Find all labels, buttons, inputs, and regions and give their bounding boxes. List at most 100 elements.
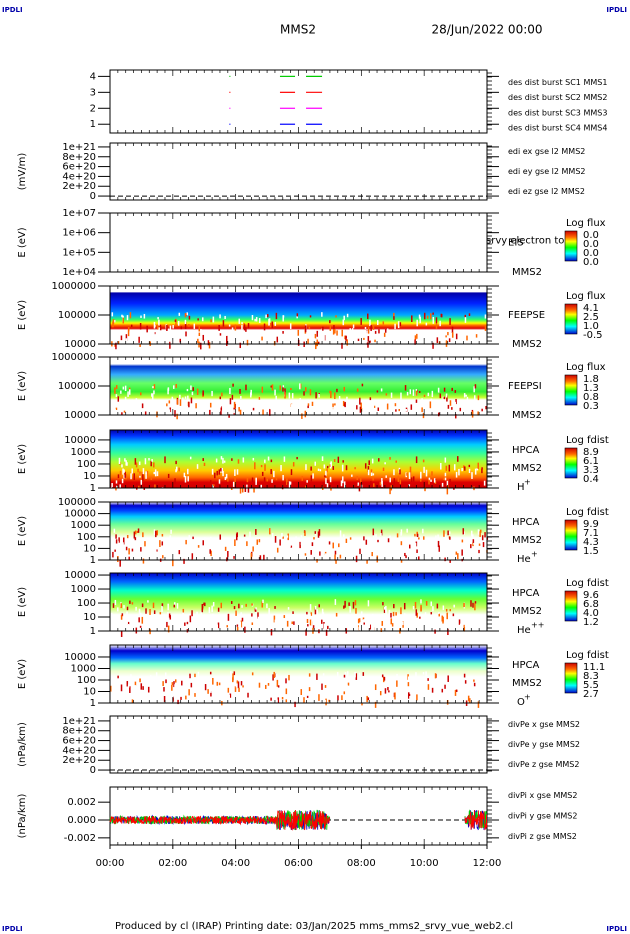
spectrogram-speckle — [359, 548, 361, 555]
y-axis-label: E (eV) — [17, 227, 28, 257]
spectrogram-speckle — [304, 553, 307, 556]
spectrogram-speckle — [432, 312, 434, 315]
spectrogram-speckle — [294, 630, 296, 635]
spectrogram-speckle — [388, 410, 390, 415]
spectrogram-speckle — [357, 398, 360, 402]
spectrogram-speckle — [184, 701, 186, 707]
spectrogram-speckle — [340, 338, 342, 343]
colorbar-label: 1.2 — [583, 617, 599, 628]
spectrogram-speckle — [220, 406, 223, 411]
spectrogram-speckle — [334, 403, 336, 406]
spectrogram-speckle — [325, 539, 327, 544]
spectrogram-speckle — [473, 679, 475, 682]
colorbar — [564, 590, 578, 622]
spectrogram-speckle — [455, 616, 458, 620]
spectrogram-speckle — [131, 399, 134, 403]
spectrogram-speckle — [358, 624, 361, 631]
spectrogram-speckle — [477, 395, 480, 401]
spectrogram-speckle — [457, 403, 460, 410]
spectrogram-speckle — [251, 315, 254, 321]
spectrogram-speckle — [455, 398, 457, 405]
x-tick-label: 10:00 — [410, 858, 439, 869]
spectrogram-speckle — [208, 342, 211, 349]
spectrogram-speckle — [313, 550, 315, 556]
spectrogram-speckle — [231, 327, 234, 331]
spectrogram-speckle — [363, 337, 365, 340]
spectrogram-speckle — [292, 611, 294, 614]
spectrogram-speckle — [173, 385, 175, 389]
spectrogram-speckle — [409, 680, 411, 684]
y-tick-label: 2 — [90, 103, 96, 114]
spectrogram-speckle — [415, 399, 418, 403]
spectrogram-speckle — [299, 541, 301, 549]
spectrogram-speckle — [384, 462, 386, 465]
spectrogram-speckle — [390, 547, 393, 551]
spectrogram-speckle — [179, 408, 182, 415]
spectrogram-speckle — [484, 314, 487, 319]
spectrogram-speckle — [244, 545, 247, 549]
spectrogram-speckle — [401, 679, 404, 687]
spectrogram-speckle — [346, 313, 349, 318]
spectrogram-speckle — [172, 545, 175, 548]
spectrogram-speckle — [344, 600, 346, 608]
spectrogram-speckle — [133, 690, 135, 695]
spectrogram-speckle — [253, 487, 255, 493]
y-tick-label: 1000 — [71, 520, 96, 531]
spectrogram-speckle — [307, 405, 309, 409]
spectrogram-speckle — [380, 628, 383, 633]
spectrogram-speckle — [370, 471, 373, 476]
spectrogram-speckle — [226, 625, 228, 628]
spectrogram-speckle — [309, 389, 312, 396]
spectrogram-speckle — [262, 409, 264, 416]
spectrogram-speckle — [236, 532, 238, 537]
spectrogram-speckle — [197, 338, 199, 343]
spectrogram-speckle — [359, 397, 361, 405]
spectrogram-speckle — [395, 622, 397, 628]
spectrogram-speckle — [360, 318, 362, 325]
spectrogram-speckle — [425, 322, 428, 326]
spectrogram-speckle — [307, 624, 309, 627]
spectrogram-speckle — [445, 465, 448, 471]
spectrogram-speckle — [362, 617, 365, 620]
spectrogram-speckle — [114, 549, 116, 552]
spectrogram-speckle — [175, 460, 177, 465]
y-tick-label: 1000 — [71, 663, 96, 674]
spectrogram-speckle — [131, 548, 134, 552]
spectrogram-speckle — [478, 333, 480, 338]
spectrogram-speckle — [119, 484, 121, 490]
spectrogram-speckle — [230, 487, 233, 490]
spectrogram-speckle — [196, 620, 199, 628]
spectrogram-speckle — [195, 403, 197, 409]
spectrogram-speckle — [326, 468, 328, 473]
spectrogram-speckle — [297, 329, 300, 336]
spectrogram-speckle — [115, 342, 117, 350]
spectrogram-speckle — [378, 458, 380, 462]
spectrogram-speckle — [371, 408, 374, 414]
spectrogram-speckle — [285, 688, 288, 695]
spectrogram-speckle — [311, 542, 314, 547]
spectrogram-speckle — [314, 338, 316, 343]
spectrogram-speckle — [372, 622, 375, 627]
spectrogram-speckle — [349, 693, 351, 697]
spectrogram-speckle — [454, 614, 457, 619]
y-tick-label: 8e+20 — [62, 726, 96, 737]
spectrogram-speckle — [358, 672, 361, 678]
y-tick-label: 10 — [83, 543, 96, 554]
spectrogram-speckle — [363, 536, 365, 541]
spectrogram-speckle — [111, 681, 113, 685]
spectrogram-speckle — [263, 554, 265, 561]
spectrogram-speckle — [323, 464, 326, 469]
spectrogram-speckle — [410, 404, 413, 410]
spectrogram-speckle — [178, 550, 181, 555]
spectrogram-speckle — [307, 403, 310, 406]
spectrogram-speckle — [417, 625, 419, 629]
spectrogram-speckle — [421, 398, 423, 405]
date-title: 28/Jun/2022 00:00 — [431, 23, 542, 37]
spectrogram-speckle — [273, 671, 275, 678]
spectrogram-speckle — [322, 612, 325, 618]
spectrogram-speckle — [233, 409, 235, 414]
spectrogram-speckle — [180, 696, 182, 700]
spectrogram-speckle — [174, 684, 176, 688]
spectrogram-speckle — [254, 318, 256, 322]
y-tick-label: 1000000 — [51, 281, 96, 292]
